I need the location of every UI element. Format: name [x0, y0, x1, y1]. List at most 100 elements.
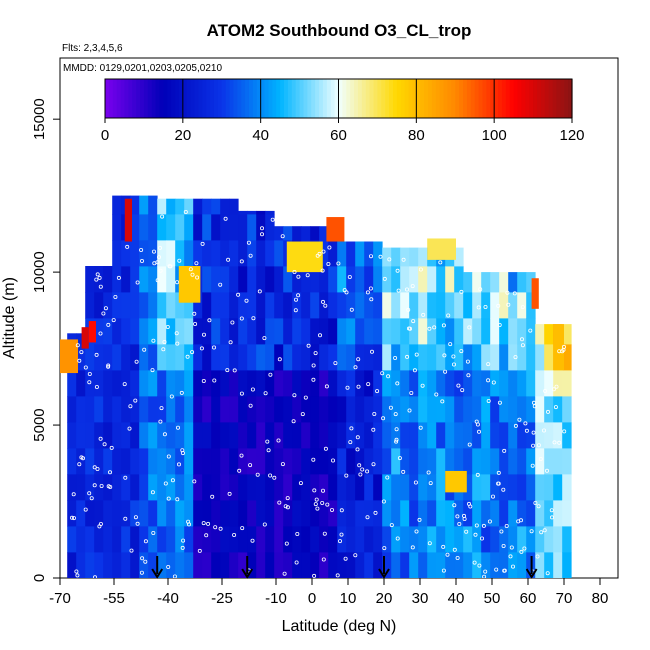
sample-dot	[270, 217, 275, 222]
heatmap-cell	[553, 324, 564, 370]
heatmap-cell	[229, 318, 239, 345]
heatmap-cell	[517, 292, 527, 319]
colorbar-segment	[478, 79, 484, 118]
heatmap-cell	[526, 526, 536, 553]
x-tick-label: 30	[412, 590, 429, 607]
sample-dot	[483, 304, 488, 309]
heatmap-cell	[229, 198, 239, 215]
heatmap-cell	[283, 448, 293, 475]
sample-dot	[218, 526, 223, 531]
heatmap-cell	[256, 448, 266, 475]
heatmap-cell	[229, 266, 239, 293]
heatmap-cell	[535, 370, 545, 397]
heatmap-cell	[391, 396, 401, 423]
sample-dot	[393, 355, 398, 360]
colorbar-segment	[326, 79, 332, 118]
heatmap-cell	[409, 448, 419, 475]
heatmap-cell	[292, 552, 302, 578]
sample-dot	[315, 506, 320, 511]
sample-dot	[483, 569, 488, 574]
heatmap-cell	[256, 240, 266, 267]
sample-dot	[389, 523, 394, 528]
sample-dot	[339, 508, 344, 513]
heatmap-cell	[544, 324, 554, 345]
heatmap-cell	[265, 396, 275, 423]
heatmap-cell	[139, 195, 149, 215]
heatmap-cell	[463, 552, 473, 578]
heatmap-cell	[67, 552, 77, 578]
heatmap-cell	[463, 526, 473, 553]
sample-dot	[175, 425, 180, 430]
colorbar-segment	[451, 79, 456, 118]
heatmap-cell	[238, 240, 248, 267]
heatmap-cell	[310, 266, 320, 293]
sample-dot	[542, 428, 547, 433]
heatmap-cell	[454, 247, 464, 267]
sample-dot	[440, 399, 445, 404]
heatmap-cell	[67, 448, 77, 475]
heatmap-cell	[286, 241, 323, 273]
colorbar-segment	[264, 79, 270, 118]
colorbar-segment	[291, 79, 297, 118]
sample-dot	[442, 353, 447, 358]
sample-dot	[194, 261, 199, 266]
heatmap-cell	[292, 422, 302, 449]
heatmap-cell	[148, 195, 158, 215]
sample-dot	[99, 483, 104, 488]
heatmap-cell	[283, 292, 293, 319]
heatmap-cell	[184, 552, 194, 578]
colorbar-tick-label: 120	[559, 127, 584, 144]
heatmap-cell	[535, 448, 545, 475]
sample-dot	[150, 490, 155, 495]
colorbar-segment	[396, 79, 402, 118]
colorbar-segment	[385, 79, 390, 118]
sample-dot	[212, 378, 217, 383]
colorbar-segment	[198, 79, 203, 118]
heatmap-cell	[445, 526, 455, 553]
sample-dot	[393, 412, 398, 417]
heatmap-cell	[418, 344, 428, 371]
heatmap-cell	[220, 240, 230, 267]
sample-dot	[467, 442, 472, 447]
sample-dot	[505, 290, 510, 295]
sample-dot	[268, 372, 273, 377]
sample-dot	[291, 419, 296, 424]
colorbar-segment	[431, 79, 437, 118]
heatmap-cell	[562, 396, 572, 423]
sample-dot	[89, 496, 94, 501]
sample-dot	[452, 547, 457, 552]
heatmap-cell	[157, 344, 167, 371]
sample-dot	[294, 560, 299, 565]
heatmap-cell	[148, 422, 158, 449]
colorbar-segment	[389, 79, 394, 118]
heatmap-cell	[481, 500, 491, 527]
heatmap-cell	[328, 292, 338, 319]
heatmap-cell	[490, 422, 500, 449]
sample-dot	[394, 437, 399, 442]
heatmap-cell	[130, 552, 140, 578]
sample-dot	[313, 502, 318, 507]
heatmap-cell	[193, 370, 203, 397]
sample-dot	[513, 423, 518, 428]
sample-dot	[295, 532, 300, 537]
heatmap-cell	[175, 474, 185, 501]
heatmap-cell	[256, 370, 266, 397]
heatmap-cell	[436, 292, 446, 319]
heatmap-cell	[184, 292, 194, 319]
heatmap-cell	[166, 214, 176, 241]
heatmap-cell	[517, 422, 527, 449]
sample-dot	[501, 487, 506, 492]
sample-dot	[459, 349, 464, 354]
heatmap-cell	[76, 370, 86, 397]
heatmap-cell	[346, 552, 356, 578]
heatmap-cell	[166, 526, 176, 553]
colorbar-segment	[233, 79, 238, 118]
colorbar-segment	[544, 79, 550, 118]
sample-dot	[106, 363, 111, 368]
heatmap-cell	[130, 214, 140, 241]
heatmap-cell	[238, 422, 248, 449]
sample-dot	[248, 403, 253, 408]
heatmap-cell	[310, 474, 320, 501]
heatmap-cell	[202, 214, 212, 241]
heatmap-cell	[166, 422, 176, 449]
